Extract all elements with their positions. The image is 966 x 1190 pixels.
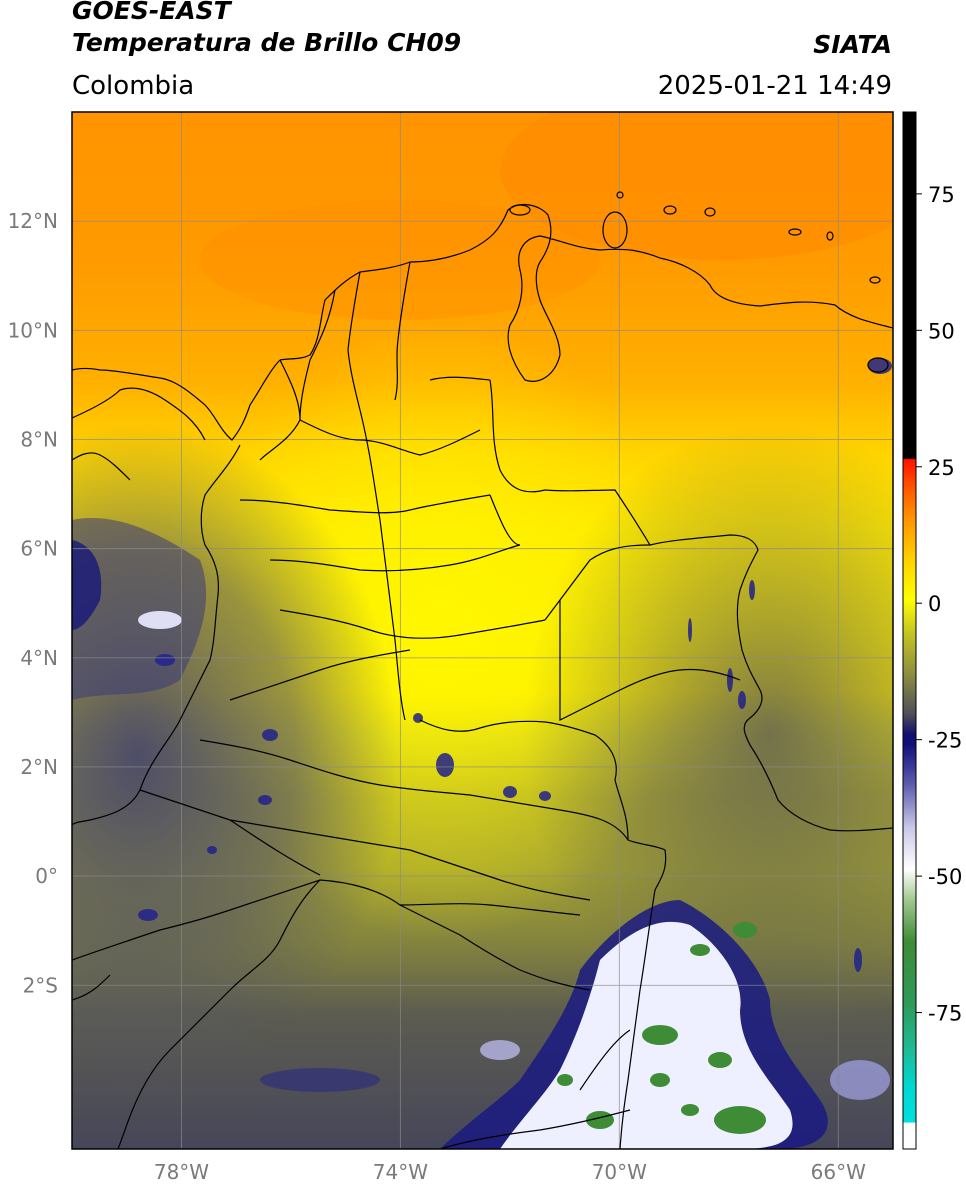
lon-tick-label: 66°W [811,1160,866,1184]
organization-label: SIATA [813,30,892,59]
colorbar-tick-label: -75 [928,1002,962,1026]
political-borders [72,191,893,1149]
lat-tick-label: 8°N [20,427,58,451]
lat-tick-label: 0° [35,864,58,888]
lat-tick-label: 10°N [8,318,58,342]
colorbar-tick-label: 75 [928,183,955,207]
product-title-satellite: GOES-EAST [72,0,231,25]
product-title-variable: Temperatura de Brillo CH09 [72,28,462,57]
colorbar-tick-label: 50 [928,319,955,343]
lon-tick-label: 70°W [592,1160,647,1184]
timestamp-label: 2025-01-21 14:49 [657,71,892,101]
lat-tick-label: 2°N [20,755,58,779]
map-raster [72,112,893,1149]
lat-tick-label: 12°N [8,209,58,233]
lon-tick-label: 78°W [154,1160,209,1184]
region-label: Colombia [72,71,195,101]
longitude-labels: 78°W 74°W 70°W 66°W [154,1160,866,1184]
colorbar: 75 50 25 0 -25 -50 -75 [902,111,962,1150]
colorbar-tick-label: -50 [928,865,962,889]
graticule [72,112,893,1149]
lat-tick-label: 2°S [23,973,58,997]
lat-tick-label: 6°N [20,537,58,561]
colorbar-gradient [902,111,917,1150]
map-frame [71,111,894,1150]
lat-tick-label: 4°N [20,646,58,670]
colorbar-tick-label: -25 [928,729,962,753]
lon-tick-label: 74°W [373,1160,428,1184]
colorbar-ticks: 75 50 25 0 -25 -50 -75 [916,183,962,1026]
colorbar-tick-label: 25 [928,456,955,480]
latitude-labels: 12°N 10°N 8°N 6°N 4°N 2°N 0° 2°S [8,209,58,997]
colorbar-tick-label: 0 [928,592,941,616]
